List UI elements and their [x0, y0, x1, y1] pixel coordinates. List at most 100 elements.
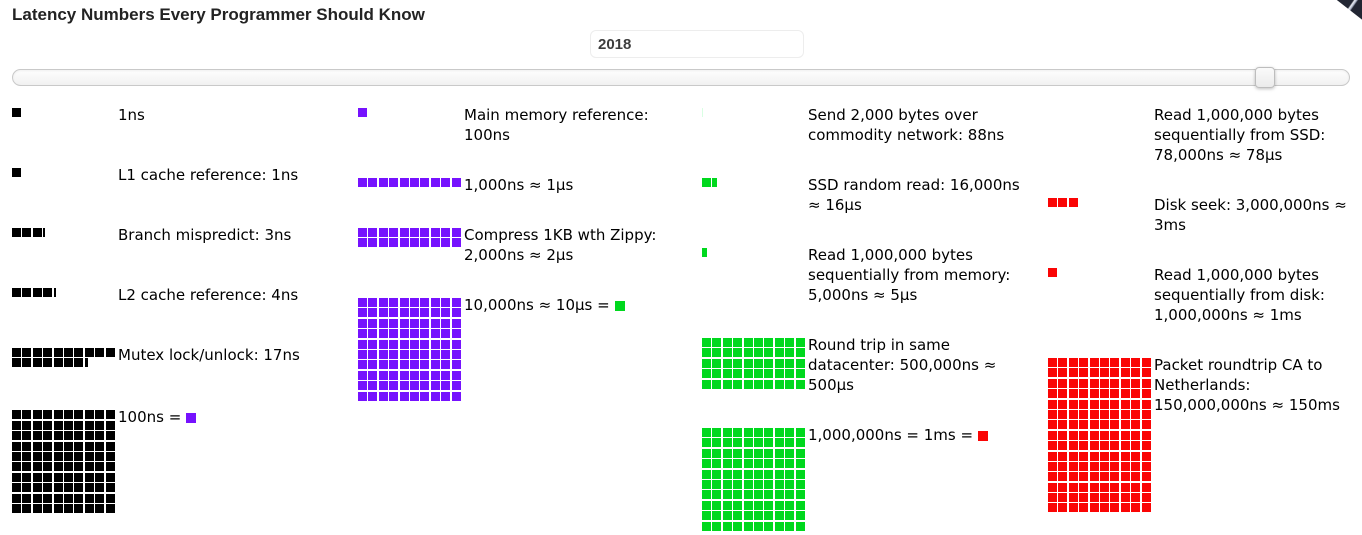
green-squares-block — [702, 245, 805, 257]
purple-squares-block — [358, 225, 461, 248]
unit-square — [389, 318, 399, 328]
year-display-input[interactable] — [590, 30, 804, 58]
unit-square — [84, 420, 94, 430]
latency-item: Compress 1KB wth Zippy: 2,000ns ≈ 2µs — [358, 225, 702, 265]
unit-square — [743, 500, 753, 510]
unit-square — [12, 358, 21, 368]
unit-square — [378, 298, 388, 307]
unit-square — [378, 381, 388, 391]
unit-square — [764, 379, 774, 389]
unit-square — [409, 298, 419, 307]
unit-square — [430, 318, 440, 328]
unit-square — [1058, 368, 1068, 378]
unit-square — [774, 511, 784, 521]
unit-square — [1089, 420, 1099, 430]
unit-square — [430, 370, 440, 380]
unit-square — [389, 381, 399, 391]
unit-square — [1048, 493, 1057, 503]
unit-square — [43, 483, 53, 493]
unit-square — [409, 178, 419, 187]
unit-square — [1131, 378, 1141, 388]
unit-square — [774, 358, 784, 368]
unit-square — [774, 521, 784, 531]
unit-square — [1131, 461, 1141, 471]
unit-square — [32, 483, 42, 493]
unit-square — [105, 472, 115, 482]
unit-square — [1089, 472, 1099, 482]
unit-square — [1079, 399, 1089, 409]
unit-square — [1048, 268, 1057, 277]
unit-square — [451, 228, 461, 237]
latency-item: 1ns — [12, 105, 358, 125]
unit-square — [358, 238, 367, 248]
unit-square — [22, 420, 32, 430]
unit-square — [774, 490, 784, 500]
unit-square — [420, 298, 430, 307]
unit-square — [105, 493, 115, 503]
unit-square — [84, 410, 94, 420]
latency-label: Disk seek: 3,000,000ns ≈ 3ms — [1154, 195, 1362, 235]
unit-square — [702, 369, 711, 379]
unit-square — [95, 451, 105, 461]
unit-square — [430, 329, 440, 339]
unit-square — [1141, 389, 1151, 399]
latency-label-text: Packet roundtrip CA to Netherlands: 150,… — [1154, 356, 1340, 414]
unit-square — [702, 428, 711, 437]
latency-label-text: Mutex lock/unlock: 17ns — [118, 346, 300, 364]
unit-square — [1068, 198, 1078, 207]
unit-square — [785, 448, 795, 458]
unit-square — [409, 238, 419, 248]
unit-square — [84, 472, 94, 482]
unit-square — [358, 339, 367, 349]
red-squares-block — [1048, 105, 1151, 108]
unit-square — [43, 420, 53, 430]
unit-square — [1058, 420, 1068, 430]
latency-label-text: 10,000ns ≈ 10µs = — [464, 296, 610, 314]
unit-square — [795, 448, 805, 458]
latency-item: 10,000ns ≈ 10µs = — [358, 295, 702, 401]
year-slider-handle[interactable] — [1255, 67, 1276, 88]
unit-square — [1120, 420, 1130, 430]
unit-square — [753, 500, 763, 510]
unit-square — [63, 493, 73, 503]
unit-square — [12, 483, 21, 493]
year-slider-track[interactable] — [12, 67, 1350, 88]
latency-label-text: Compress 1KB wth Zippy: 2,000ns ≈ 2µs — [464, 226, 657, 264]
unit-square — [795, 438, 805, 448]
unit-square — [22, 451, 32, 461]
latency-item: L1 cache reference: 1ns — [12, 165, 358, 185]
unit-square — [1058, 451, 1068, 461]
latency-column-nanoseconds: 1ns L1 cache reference: 1ns Branch mispred… — [12, 105, 358, 535]
unit-square — [1141, 368, 1151, 378]
unit-square — [722, 511, 732, 521]
unit-square — [1048, 441, 1057, 451]
unit-square — [1110, 461, 1120, 471]
unit-square — [105, 441, 115, 451]
unit-square — [1099, 378, 1109, 388]
unit-square — [53, 441, 63, 451]
unit-square — [1068, 461, 1078, 471]
unit-square — [1099, 503, 1109, 513]
unit-square — [1089, 399, 1099, 409]
unit-square — [12, 420, 21, 430]
unit-square — [712, 490, 722, 500]
unit-square — [764, 448, 774, 458]
unit-square — [84, 431, 94, 441]
unit-square — [733, 369, 743, 379]
unit-square — [1099, 461, 1109, 471]
latency-item: Disk seek: 3,000,000ns ≈ 3ms — [1048, 195, 1362, 235]
unit-square — [63, 431, 73, 441]
red-squares-block — [1048, 265, 1151, 277]
unit-square — [43, 493, 53, 503]
unit-square — [12, 348, 21, 357]
latency-item: 1,000,000ns = 1ms = — [702, 425, 1048, 531]
unit-square — [733, 428, 743, 437]
unit-square — [722, 438, 732, 448]
unit-square — [743, 348, 753, 358]
partial-unit-square — [43, 228, 46, 237]
unit-square — [702, 511, 711, 521]
unit-square — [1120, 389, 1130, 399]
unit-square — [43, 441, 53, 451]
unit-square — [368, 370, 378, 380]
